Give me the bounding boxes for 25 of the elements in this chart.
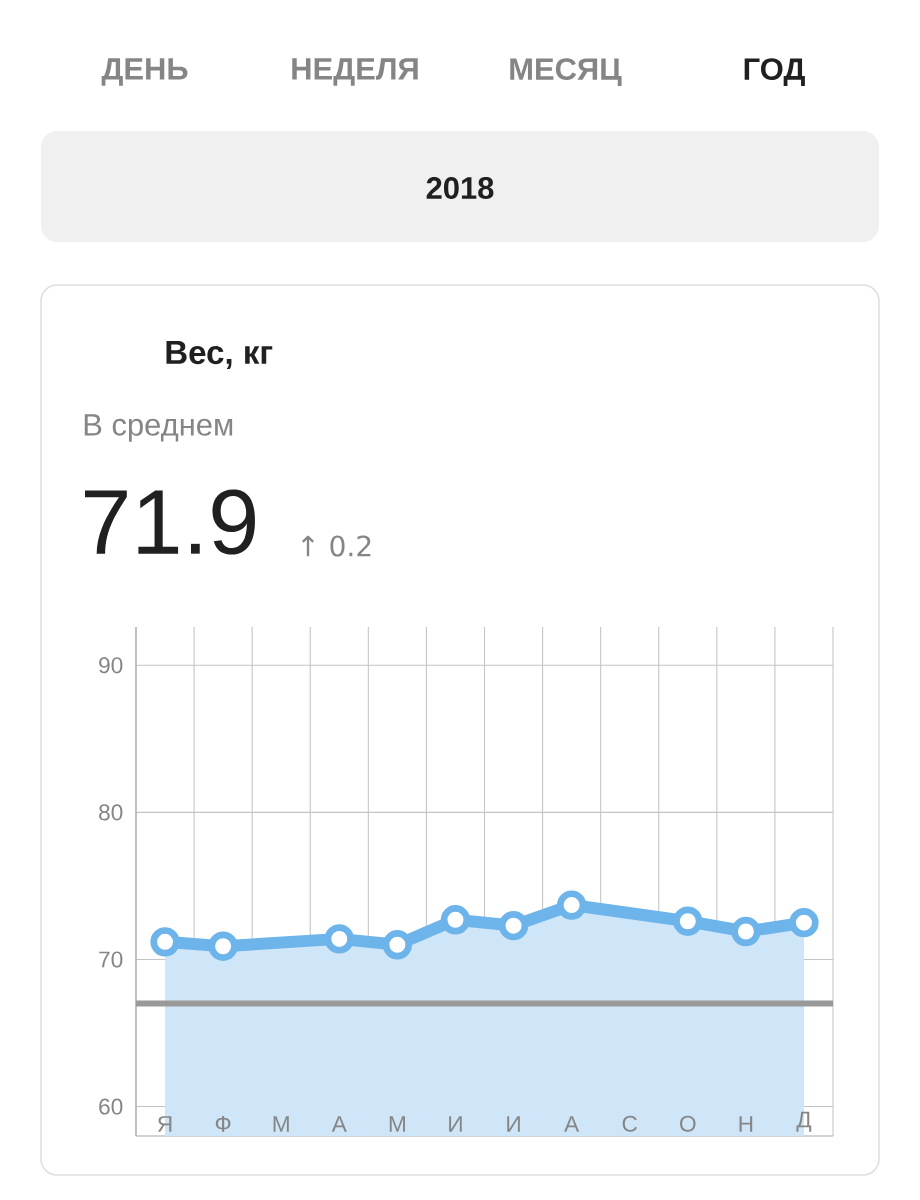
y-tick-label: 60 xyxy=(99,1098,123,1115)
x-tick-label: Д xyxy=(796,1111,812,1132)
chart-subtitle: В среднем xyxy=(84,414,233,442)
text: ↑ 0.2 xyxy=(302,535,371,557)
text: 71.9 xyxy=(84,489,255,555)
x-tick-label: И xyxy=(449,1116,462,1132)
text: 2018 xyxy=(426,177,494,199)
x-tick-label: Н xyxy=(739,1116,753,1132)
text: ГОД xyxy=(744,58,805,86)
y-tick-label: 70 xyxy=(99,951,123,968)
x-tick-label: И xyxy=(507,1116,520,1132)
y-tick-label: 80 xyxy=(99,804,123,821)
x-tick-label: О xyxy=(680,1115,696,1132)
x-tick-label: А xyxy=(331,1116,347,1132)
x-tick-label: Я xyxy=(157,1116,172,1132)
y-tick-label: 90 xyxy=(99,657,123,674)
x-tick-label: А xyxy=(564,1116,580,1132)
text: НЕДЕЛЯ xyxy=(292,58,418,86)
chart-title: Вес, кг xyxy=(166,341,273,369)
x-tick-label: Ф xyxy=(215,1115,231,1132)
x-tick-label: М xyxy=(389,1116,405,1132)
x-tick-label: С xyxy=(622,1115,638,1132)
x-tick-label: М xyxy=(273,1116,289,1132)
text: ДЕНЬ xyxy=(101,58,188,86)
text: МЕСЯЦ xyxy=(510,58,622,86)
